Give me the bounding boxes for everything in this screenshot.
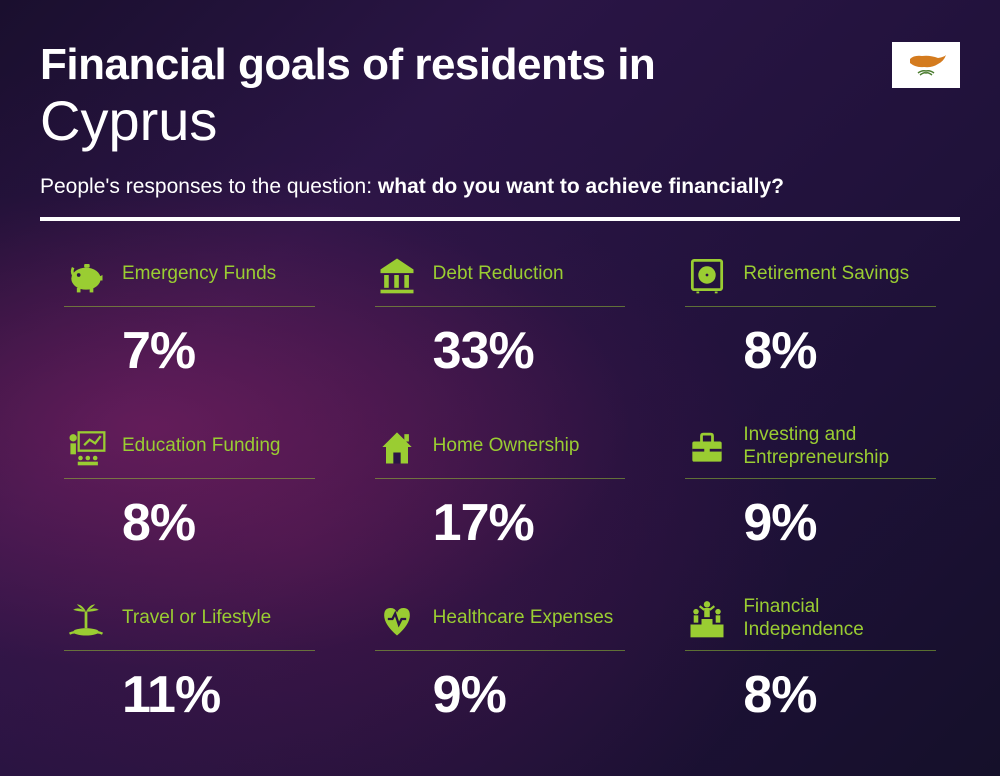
island-icon bbox=[64, 597, 108, 641]
header: Financial goals of residents in Cyprus P… bbox=[40, 40, 960, 221]
goal-label: Travel or Lifestyle bbox=[122, 607, 271, 630]
goal-value: 7% bbox=[122, 321, 315, 381]
subtitle: People's responses to the question: what… bbox=[40, 175, 960, 199]
item-head: Emergency Funds bbox=[64, 251, 315, 307]
goal-item: Retirement Savings 8% bbox=[685, 251, 936, 381]
item-head: Education Funding bbox=[64, 423, 315, 479]
safe-icon bbox=[685, 253, 729, 297]
goal-value: 8% bbox=[122, 493, 315, 553]
goal-item: Financial Independence 8% bbox=[685, 595, 936, 725]
item-head: Investing and Entrepreneurship bbox=[685, 423, 936, 479]
goal-value: 17% bbox=[433, 493, 626, 553]
divider bbox=[40, 217, 960, 221]
house-icon bbox=[375, 425, 419, 469]
country-flag bbox=[892, 42, 960, 88]
goal-item: Investing and Entrepreneurship 9% bbox=[685, 423, 936, 553]
goal-label: Retirement Savings bbox=[743, 263, 909, 286]
goal-value: 11% bbox=[122, 665, 315, 725]
subtitle-question: what do you want to achieve financially? bbox=[378, 175, 784, 198]
podium-icon bbox=[685, 597, 729, 641]
goal-item: Healthcare Expenses 9% bbox=[375, 595, 626, 725]
goal-label: Financial Independence bbox=[743, 596, 936, 642]
goal-item: Education Funding 8% bbox=[64, 423, 315, 553]
item-head: Healthcare Expenses bbox=[375, 595, 626, 651]
goal-label: Emergency Funds bbox=[122, 263, 276, 286]
presentation-icon bbox=[64, 425, 108, 469]
item-head: Home Ownership bbox=[375, 423, 626, 479]
goal-item: Travel or Lifestyle 11% bbox=[64, 595, 315, 725]
country-name: Cyprus bbox=[40, 88, 960, 153]
goal-value: 9% bbox=[433, 665, 626, 725]
goal-label: Healthcare Expenses bbox=[433, 607, 614, 630]
item-head: Financial Independence bbox=[685, 595, 936, 651]
briefcase-icon bbox=[685, 425, 729, 469]
item-head: Debt Reduction bbox=[375, 251, 626, 307]
goal-label: Debt Reduction bbox=[433, 263, 564, 286]
title-prefix: Financial goals of residents in bbox=[40, 40, 960, 90]
goal-value: 9% bbox=[743, 493, 936, 553]
bank-icon bbox=[375, 253, 419, 297]
goal-label: Investing and Entrepreneurship bbox=[743, 424, 936, 470]
subtitle-prefix: People's responses to the question: bbox=[40, 175, 378, 198]
goal-item: Home Ownership 17% bbox=[375, 423, 626, 553]
goal-value: 8% bbox=[743, 321, 936, 381]
piggy-bank-icon bbox=[64, 253, 108, 297]
goal-item: Emergency Funds 7% bbox=[64, 251, 315, 381]
item-head: Retirement Savings bbox=[685, 251, 936, 307]
goal-item: Debt Reduction 33% bbox=[375, 251, 626, 381]
goal-label: Home Ownership bbox=[433, 435, 580, 458]
goals-grid: Emergency Funds 7% Debt Reduction 33% Re… bbox=[40, 251, 960, 725]
goal-value: 8% bbox=[743, 665, 936, 725]
heart-pulse-icon bbox=[375, 597, 419, 641]
goal-label: Education Funding bbox=[122, 435, 280, 458]
item-head: Travel or Lifestyle bbox=[64, 595, 315, 651]
goal-value: 33% bbox=[433, 321, 626, 381]
